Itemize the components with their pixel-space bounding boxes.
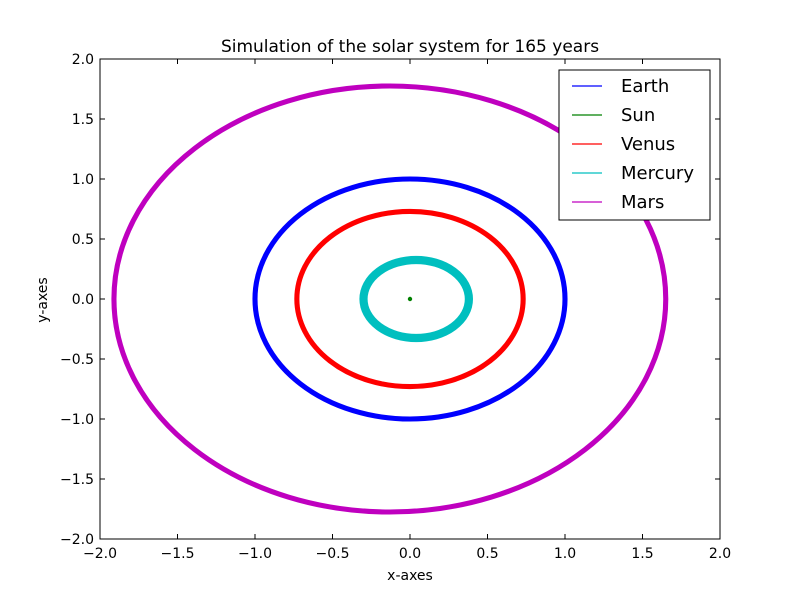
x-tick-label: −1.5 [161, 546, 195, 562]
y-tick-label: 0.0 [72, 292, 94, 308]
series-sun-point [407, 296, 413, 302]
series-earth-orbit [252, 176, 568, 422]
y-tick-label: −1.5 [60, 472, 94, 488]
legend-label-mercury: Mercury [621, 163, 694, 184]
x-axis-label: x-axes [387, 568, 433, 584]
legend-box [558, 69, 711, 221]
y-tick-label: −1.0 [60, 412, 94, 428]
x-tick-label: −1.0 [238, 546, 272, 562]
x-tick-label: 0.0 [399, 546, 421, 562]
x-tick-label: −2.0 [83, 546, 117, 562]
x-tick-label: 0.5 [476, 546, 498, 562]
y-tick-label: 2.0 [72, 52, 94, 68]
plot-area [111, 83, 669, 515]
series-mars-orbit [111, 83, 669, 515]
legend: Earth Sun Venus Mercury Mars [558, 69, 711, 221]
y-tick-label: 0.5 [72, 232, 94, 248]
x-tick-label: 1.5 [631, 546, 653, 562]
x-tick-label: 1.0 [554, 546, 576, 562]
y-tick-label: −0.5 [60, 352, 94, 368]
y-tick-label: 1.5 [72, 112, 94, 128]
y-axis-label: y-axes [35, 277, 51, 322]
y-tick-label: 1.0 [72, 172, 94, 188]
x-tick-label: −0.5 [316, 546, 350, 562]
series-venus-orbit [294, 208, 526, 390]
legend-label-sun: Sun [621, 105, 655, 126]
chart-title: Simulation of the solar system for 165 y… [221, 37, 599, 57]
y-tick-label: −2.0 [60, 532, 94, 548]
series-mercury-orbit [359, 255, 474, 343]
legend-label-earth: Earth [621, 76, 669, 97]
plot-frame [99, 58, 721, 540]
legend-label-venus: Venus [621, 134, 675, 155]
x-tick-label: 2.0 [709, 546, 731, 562]
axis-ticks: −2.0 −1.5 −1.0 −0.5 0.0 0.5 1.0 1.5 2.0 −2.0 −1.5 −… [60, 52, 731, 562]
legend-label-mars: Mars [621, 192, 664, 213]
